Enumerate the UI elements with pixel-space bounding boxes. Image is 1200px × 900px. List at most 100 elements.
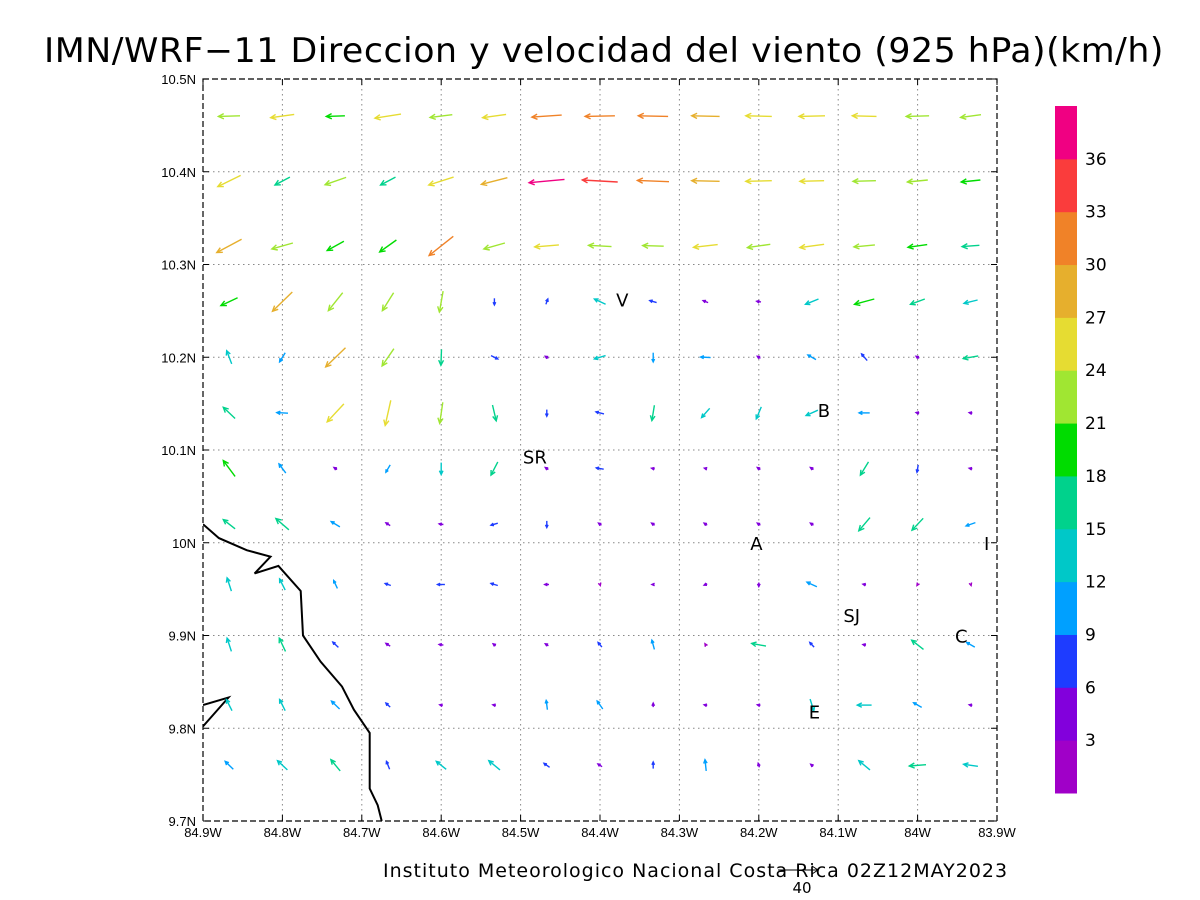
wind-vector-head (216, 112, 225, 120)
wind-vector (219, 297, 238, 307)
reference-vector: 40 (778, 865, 819, 897)
wind-vector-head (543, 355, 549, 360)
wind-vector (851, 177, 876, 185)
wind-vector-shaft (594, 354, 606, 360)
plot-area: V SR B A I SJ C E (202, 78, 998, 822)
wind-vector-head (489, 522, 495, 527)
wind-vector-head (961, 354, 969, 361)
wind-vector-shaft (852, 180, 876, 182)
lat-tick-label: 10.1N (161, 443, 196, 458)
wind-vector-shaft (275, 518, 290, 531)
town-labels: V SR B A I SJ C E (523, 291, 989, 724)
wind-vector (702, 582, 708, 586)
lon-tick-label: 84.7W (343, 825, 381, 840)
lon-tick-label: 84.1W (819, 825, 857, 840)
wind-vector (545, 297, 549, 305)
wind-vector-head (597, 641, 602, 646)
wind-vector (641, 242, 664, 250)
wind-vector-shaft (858, 760, 871, 771)
wind-vector (968, 582, 973, 588)
wind-vector-head (596, 699, 601, 705)
wind-vector-head (384, 642, 389, 647)
wind-vector (271, 291, 293, 313)
wind-vector-head (324, 360, 332, 369)
wind-vector (860, 352, 868, 362)
wind-vector-shaft (853, 244, 875, 248)
wind-vector (592, 298, 606, 305)
wind-vector-shaft (906, 115, 930, 118)
wind-vector (798, 177, 825, 185)
wind-vector-head (808, 641, 813, 646)
wind-vector-head (428, 113, 437, 121)
wind-vector-head (278, 462, 283, 469)
wind-vector (533, 243, 559, 250)
wind-vector-head (965, 641, 971, 646)
wind-vector-head (492, 301, 497, 307)
wind-vector (804, 409, 819, 417)
wind-vector-shaft (638, 115, 669, 118)
wind-vector (701, 299, 709, 304)
wind-vector-shaft (745, 180, 772, 182)
wind-vector (597, 582, 602, 588)
wind-vector (278, 698, 286, 712)
wind-vector-head (270, 244, 278, 251)
lon-tick-label: 84.8W (264, 825, 302, 840)
wind-vector (596, 763, 603, 768)
wind-vector-head (690, 177, 698, 185)
wind-vector-head (649, 415, 656, 423)
wind-vector-head (222, 518, 229, 525)
wind-vector-shaft (481, 177, 508, 185)
wind-vector (327, 292, 344, 312)
wind-vector-shaft (217, 174, 242, 188)
wind-vector (437, 642, 444, 647)
town-label: V (616, 291, 629, 312)
wind-vector-head (964, 522, 970, 527)
wind-vector-shaft (531, 114, 562, 118)
wind-vector (910, 639, 924, 650)
wind-vector-head (702, 466, 708, 471)
wind-vector (857, 517, 871, 533)
wind-vector-shaft (272, 291, 293, 312)
wind-vector-head (384, 702, 389, 707)
wind-vector-head (544, 524, 549, 530)
wind-vector-head (490, 469, 496, 477)
wind-vector (438, 462, 444, 477)
wind-vector (596, 699, 604, 710)
colorbar-swatch (1055, 687, 1077, 741)
wind-vector-head (755, 703, 761, 708)
wind-vector-head (809, 763, 814, 768)
colorbar-swatch (1055, 106, 1077, 160)
wind-vector-shaft (226, 637, 233, 652)
wind-vector (325, 240, 345, 252)
colorbar-label: 24 (1085, 361, 1107, 381)
wind-vector (331, 640, 339, 648)
map-title: IMN/WRF−11 Direccion y velocidad del vie… (44, 31, 1164, 71)
wind-vector (381, 292, 395, 312)
wind-vector (383, 400, 392, 427)
colorbar-label: 15 (1085, 520, 1107, 540)
wind-vector (961, 762, 978, 768)
wind-vector-head (222, 406, 229, 413)
wind-vector-head (435, 582, 441, 587)
wind-vector-head (592, 355, 599, 361)
wind-vectors (215, 112, 982, 772)
wind-vector (965, 641, 976, 648)
wind-vector-head (592, 298, 599, 303)
wind-vector-head (915, 469, 920, 474)
wind-vector-shaft (222, 519, 236, 530)
wind-vector-head (650, 522, 655, 527)
wind-vector-shaft (222, 406, 236, 420)
wind-vector (215, 238, 242, 254)
town-label: SJ (843, 606, 860, 627)
wind-vector-head (702, 582, 708, 586)
wind-vector-head (597, 582, 602, 588)
wind-vector-head (962, 299, 969, 305)
wind-vector-shaft (278, 578, 286, 591)
wind-vector-head (276, 759, 283, 766)
colorbar-label: 27 (1085, 308, 1107, 328)
wind-vector (961, 354, 979, 361)
wind-vector-head (333, 579, 337, 584)
wind-vector-shaft (585, 115, 615, 118)
wind-vector (808, 641, 815, 648)
wind-vector-head (215, 247, 223, 254)
